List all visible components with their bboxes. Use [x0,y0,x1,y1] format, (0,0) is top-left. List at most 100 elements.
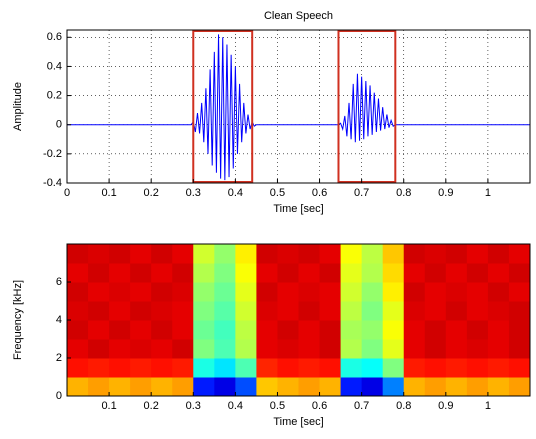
heatmap-cell [109,377,131,397]
heatmap-cell [277,282,299,302]
heatmap-cell [277,301,299,321]
heatmap-cell [340,320,363,340]
heatmap-cell [466,358,489,378]
y-tick-label: 2 [56,352,62,364]
heatmap-cell [445,377,468,397]
heatmap-cell [172,339,194,359]
heatmap-cell [67,377,89,397]
x-tick-label: 0.9 [438,187,453,199]
heatmap-cell [172,301,194,321]
heatmap-cell [193,377,215,397]
heatmap-cell [487,358,510,378]
heatmap-cell [277,339,299,359]
heatmap-cell [256,358,278,378]
heatmap-cell [403,320,426,340]
heatmap-cell [193,263,215,283]
x-tick-label: 0 [64,187,70,199]
x-tick-label: 0.3 [186,400,201,412]
heatmap-cell [214,358,236,378]
heatmap-cell [319,301,342,321]
heatmap-cell [508,301,531,321]
heatmap-cell [214,263,236,283]
heatmap-cell [424,282,447,302]
heatmap-cell [466,282,489,302]
heatmap-cell [382,377,405,397]
heatmap-cell [487,263,510,283]
x-tick-label: 0.7 [354,400,369,412]
heatmap-cell [319,320,342,340]
heatmap-cell [424,244,447,264]
heatmap-cell [403,301,426,321]
heatmap-cell [193,358,215,378]
heatmap-cell [298,377,321,397]
heatmap-cell [487,301,510,321]
heatmap-cell [172,377,194,397]
heatmap-cell [361,320,384,340]
x-axis-label: Time [sec] [273,416,323,428]
x-tick-label: 0.8 [396,187,411,199]
heatmap-cell [151,301,173,321]
heatmap-cell [466,301,489,321]
heatmap-cell [487,320,510,340]
y-tick-label: -0.4 [43,177,62,189]
x-tick-label: 0.8 [396,400,411,412]
heatmap-cell [67,282,89,302]
heatmap-cell [319,282,342,302]
heatmap-cell [214,339,236,359]
heatmap-cell [130,320,152,340]
waveform [67,34,530,181]
heatmap-cell [256,263,278,283]
heatmap-cell [508,358,531,378]
heatmap-cell [235,377,257,397]
heatmap-cell [214,377,236,397]
x-tick-label: 0.3 [186,187,201,199]
heatmap-cell [235,301,257,321]
heatmap-cell [340,282,363,302]
heatmap-cell [151,377,173,397]
heatmap-cell [361,358,384,378]
heatmap-cell [340,339,363,359]
heatmap-cell [277,320,299,340]
heatmap-cell [256,301,278,321]
heatmap-cell [319,377,342,397]
heatmap-cell [235,244,257,264]
y-tick-label: 0.4 [47,60,62,72]
heatmap-cell [382,320,405,340]
heatmap-cell [172,358,194,378]
heatmap-cell [109,244,131,264]
x-tick-label: 0.7 [354,187,369,199]
heatmap-cell [340,263,363,283]
y-tick-label: 0.6 [47,31,62,43]
heatmap-cell [67,301,89,321]
heatmap-cell [445,320,468,340]
x-tick-label: 0.2 [144,400,159,412]
heatmap-cell [445,339,468,359]
heatmap-cell [508,377,531,397]
heatmap-cell [445,358,468,378]
x-tick-label: 0.2 [144,187,159,199]
heatmap-cell [172,320,194,340]
heatmap-cell [235,339,257,359]
heatmap-cell [88,263,110,283]
heatmap-cell [256,377,278,397]
heatmap-cell [403,244,426,264]
y-axis-label: Frequency [kHz] [12,280,24,360]
heatmap-cell [424,320,447,340]
plot-area [67,30,530,183]
heatmap-cell [130,263,152,283]
heatmap-cell [382,244,405,264]
heatmap-cell [403,263,426,283]
heatmap-cell [151,244,173,264]
heatmap-cell [466,339,489,359]
heatmap-cell [298,339,321,359]
heatmap-cell [109,263,131,283]
heatmap-cell [424,301,447,321]
heatmap-cell [319,244,342,264]
heatmap-cell [361,339,384,359]
highlight-box [337,30,397,183]
heatmap-cell [67,320,89,340]
heatmap-cell [214,244,236,264]
heatmap-cell [172,263,194,283]
heatmap-cell [361,301,384,321]
